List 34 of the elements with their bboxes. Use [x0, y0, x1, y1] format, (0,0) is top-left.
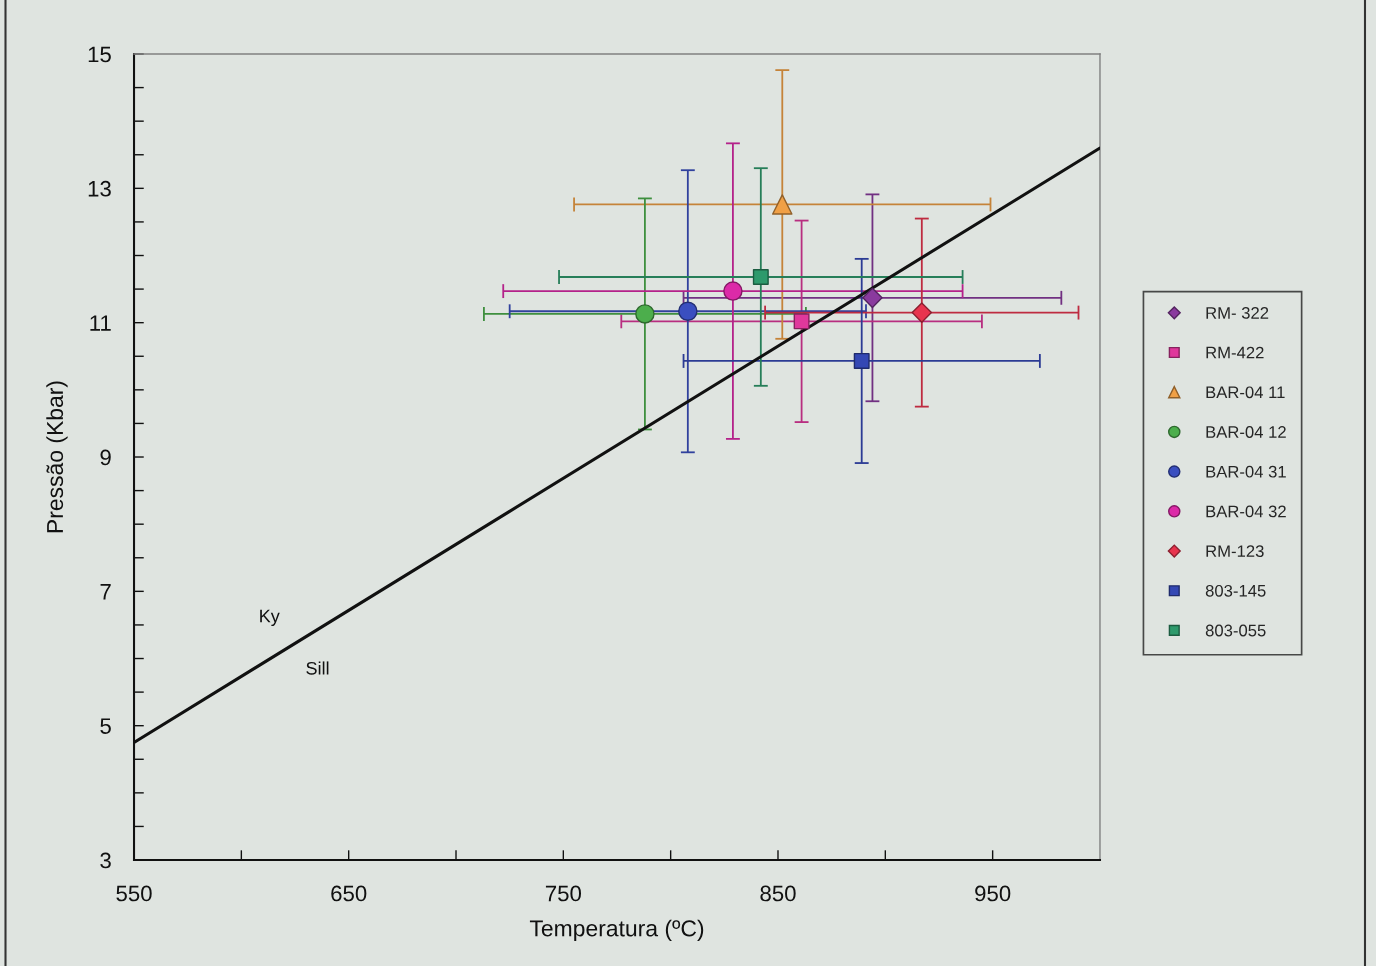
- legend-label: RM-123: [1206, 545, 1264, 558]
- legend-label: 803-145: [1205, 584, 1266, 597]
- point: [678, 301, 698, 322]
- point: [635, 304, 655, 324]
- point: [772, 194, 793, 215]
- annotation: Sill: [306, 661, 329, 675]
- point: [853, 352, 870, 369]
- x-tick-label: 550: [116, 885, 152, 902]
- point: [911, 302, 933, 323]
- point: [862, 287, 883, 309]
- legend-label: BAR-04 12: [1206, 426, 1286, 438]
- x-tick-label: 850: [760, 885, 796, 902]
- x-axis-title: Temperatura (ºC): [529, 919, 704, 941]
- x-tick-label: 750: [545, 885, 582, 902]
- x-tick-label: 950: [975, 885, 1011, 902]
- y-tick-label: 15: [88, 46, 111, 63]
- y-tick-label: 11: [90, 315, 111, 331]
- legend-label: RM- 322: [1206, 306, 1269, 319]
- annotation: Ky: [260, 609, 280, 627]
- legend-label: BAR-04 32: [1206, 505, 1286, 518]
- y-axis-title: Pressão (Kbar): [46, 381, 68, 533]
- point: [723, 281, 743, 301]
- y-tick-label: 9: [100, 449, 111, 466]
- y-tick-label: 3: [100, 852, 111, 869]
- legend-label: RM-422: [1206, 346, 1264, 359]
- legend-label: BAR-04 11: [1206, 386, 1285, 399]
- point: [752, 269, 769, 285]
- legend-label: 803-055: [1205, 624, 1266, 637]
- y-tick-label: 5: [100, 718, 111, 734]
- point: [793, 313, 810, 330]
- y-tick-label: 7: [100, 584, 111, 600]
- y-tick-label: 13: [88, 180, 111, 197]
- x-tick-label: 650: [331, 885, 367, 902]
- legend-label: BAR-04 31: [1206, 465, 1286, 478]
